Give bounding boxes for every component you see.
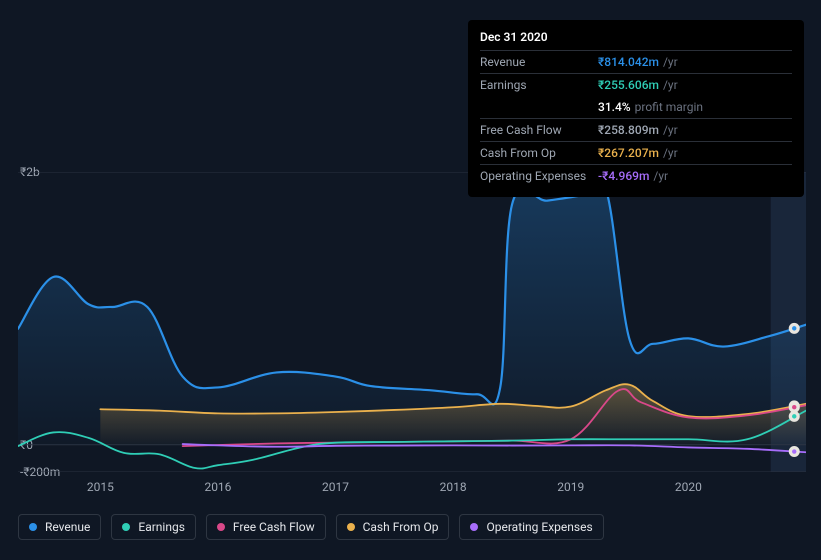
tooltip-row-value: ₹258.809m <box>598 123 659 137</box>
tooltip-panel: Dec 31 2020 Revenue₹814.042m/yrEarnings₹… <box>468 20 804 197</box>
tooltip-row: Revenue₹814.042m/yr <box>480 50 792 73</box>
tooltip-row-value: -₹4.969m <box>598 169 649 183</box>
tooltip-row: Earnings₹255.606m/yr <box>480 73 792 96</box>
legend-dot-icon <box>29 523 37 531</box>
legend-item-revenue[interactable]: Revenue <box>18 514 101 540</box>
legend-dot-icon <box>122 523 130 531</box>
tooltip-row-suffix: /yr <box>663 146 678 160</box>
legend: Revenue Earnings Free Cash Flow Cash From O… <box>18 514 604 540</box>
x-axis-labels: 2015 2016 2017 2018 2019 2020 <box>18 480 806 500</box>
legend-dot-icon <box>470 523 478 531</box>
x-axis-label: 2017 <box>322 480 349 494</box>
tooltip-row-label: Free Cash Flow <box>480 123 598 137</box>
x-axis-label: 2018 <box>440 480 467 494</box>
legend-label: Cash From Op <box>363 520 439 534</box>
legend-item-earnings[interactable]: Earnings <box>111 514 196 540</box>
legend-label: Operating Expenses <box>486 520 592 534</box>
tooltip-row-suffix: /yr <box>663 78 678 92</box>
tooltip-row-suffix: profit margin <box>635 100 703 114</box>
x-axis-label: 2016 <box>204 480 231 494</box>
tooltip-row-suffix: /yr <box>663 55 678 69</box>
legend-item-cashfromop[interactable]: Cash From Op <box>336 514 450 540</box>
legend-item-opex[interactable]: Operating Expenses <box>459 514 603 540</box>
tooltip-row-value: ₹814.042m <box>598 55 659 69</box>
tooltip-row-label: Earnings <box>480 78 598 92</box>
x-axis-label: 2020 <box>675 480 702 494</box>
tooltip-row-suffix: /yr <box>663 123 678 137</box>
x-axis-label: 2019 <box>557 480 584 494</box>
legend-dot-icon <box>347 523 355 531</box>
chart-area[interactable] <box>18 172 806 472</box>
legend-label: Free Cash Flow <box>233 520 315 534</box>
tooltip-row-value: ₹255.606m <box>598 78 659 92</box>
tooltip-row-value: 31.4% <box>598 100 631 114</box>
legend-dot-icon <box>217 523 225 531</box>
tooltip-row: Free Cash Flow₹258.809m/yr <box>480 118 792 141</box>
legend-label: Earnings <box>138 520 185 534</box>
x-axis-label: 2015 <box>87 480 114 494</box>
tooltip-row-label: Revenue <box>480 55 598 69</box>
tooltip-row-label: Operating Expenses <box>480 169 598 183</box>
tooltip-date: Dec 31 2020 <box>480 30 792 50</box>
legend-label: Revenue <box>45 520 90 534</box>
tooltip-row-value: ₹267.207m <box>598 146 659 160</box>
tooltip-row: Operating Expenses-₹4.969m/yr <box>480 164 792 187</box>
tooltip-row-label: Cash From Op <box>480 146 598 160</box>
tooltip-row: Cash From Op₹267.207m/yr <box>480 141 792 164</box>
legend-item-freecashflow[interactable]: Free Cash Flow <box>206 514 326 540</box>
tooltip-row-suffix: /yr <box>653 169 668 183</box>
tooltip-row: 31.4% profit margin <box>480 96 792 118</box>
